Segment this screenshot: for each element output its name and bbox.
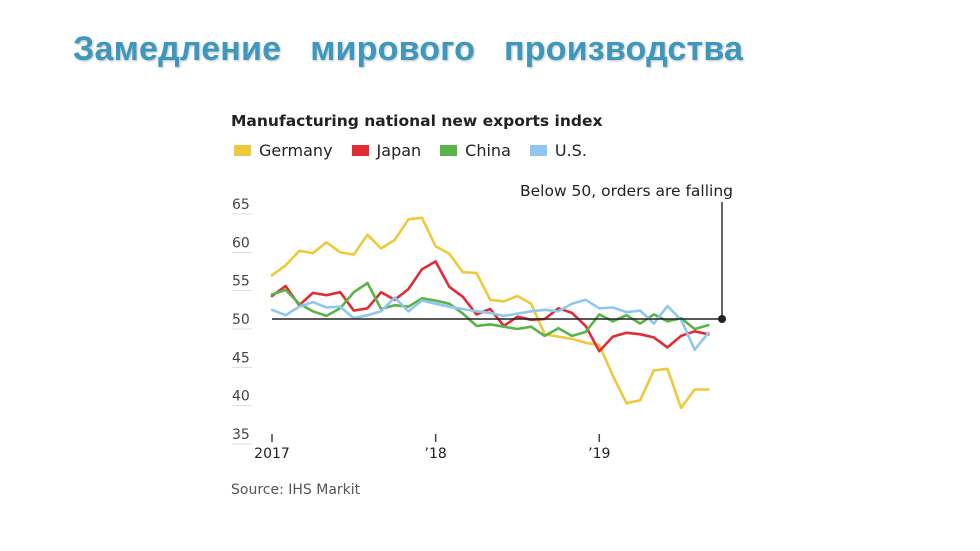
y-tick-label: 55: [232, 274, 250, 290]
chart-annotation: Below 50, orders are falling: [519, 182, 733, 200]
series-line-germany: [270, 216, 710, 410]
y-tick-label: 35: [232, 427, 250, 443]
series-line-japan: [270, 260, 710, 353]
chart-legend: Germany Japan China U.S.: [234, 141, 587, 160]
legend-swatch-china: [440, 145, 458, 156]
legend-swatch-japan: [351, 145, 369, 156]
chart-title: Manufacturing national new exports index: [231, 112, 603, 130]
legend-swatch-germany: [234, 145, 251, 156]
x-tick-label: 2017: [254, 446, 290, 462]
x-tick-label: ’19: [588, 446, 610, 462]
series-line-us: [270, 296, 710, 352]
legend-label-japan: Japan: [376, 141, 422, 160]
legend-item-germany: Germany: [234, 141, 333, 160]
y-tick-label: 60: [232, 235, 250, 251]
chart-source: Source: IHS Markit: [231, 482, 361, 498]
legend-item-us: U.S.: [529, 141, 587, 160]
legend-label-china: China: [465, 141, 511, 160]
slide-title: Замедление мирового производства: [73, 30, 744, 68]
legend-item-japan: Japan: [351, 141, 422, 160]
y-tick-label: 40: [232, 389, 250, 405]
y-tick-label: 45: [232, 350, 250, 366]
annotation-marker-dot: [718, 315, 726, 323]
legend-item-china: China: [440, 141, 511, 160]
x-tick-label: ’18: [425, 446, 447, 462]
y-tick-label: 65: [232, 197, 250, 213]
series-line-china: [270, 281, 710, 338]
legend-swatch-us: [529, 145, 547, 156]
legend-label-us: U.S.: [554, 141, 587, 160]
y-tick-label: 50: [232, 312, 250, 328]
legend-label-germany: Germany: [259, 141, 333, 160]
